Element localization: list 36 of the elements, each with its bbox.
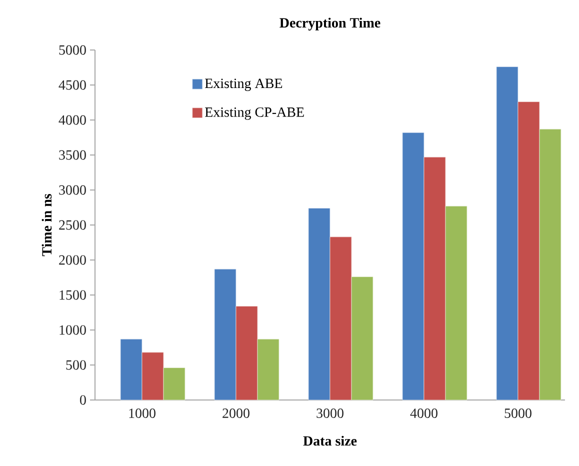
- bar: [236, 306, 258, 400]
- bar: [214, 268, 236, 400]
- x-tick-label: 3000: [316, 408, 344, 418]
- y-tick-label: 5000: [59, 45, 86, 55]
- y-tick-label: 4000: [58, 115, 86, 125]
- y-tick-label: 2500: [59, 220, 86, 230]
- x-tick-label: 4000: [410, 408, 438, 418]
- bar: [257, 338, 280, 400]
- bar: [402, 132, 424, 400]
- x-tick-label: 5000: [504, 408, 532, 418]
- bar: [496, 66, 518, 400]
- x-tick-label: 2000: [222, 408, 250, 418]
- chart-title: Decryption Time: [280, 18, 380, 30]
- bar: [539, 128, 562, 400]
- bar: [518, 102, 540, 400]
- bar: [424, 156, 446, 400]
- bar: [163, 368, 186, 400]
- y-tick-label: 4500: [58, 80, 86, 90]
- legend-label: Existing CP-ABE: [205, 107, 304, 120]
- bar: [120, 338, 142, 400]
- y-tick-label: 1500: [60, 290, 86, 300]
- x-tick-label: 1000: [129, 408, 156, 418]
- y-tick-label: 3500: [59, 150, 86, 160]
- bar: [445, 206, 468, 400]
- bar: [351, 276, 374, 400]
- y-axis-title: Time in ns: [42, 194, 52, 256]
- bar: [330, 236, 352, 400]
- y-tick-label: 3000: [59, 185, 86, 195]
- y-tick-label: 1000: [60, 325, 86, 335]
- x-axis-title: Data size: [303, 436, 357, 446]
- y-tick-label: 2000: [59, 255, 86, 265]
- y-tick-label: 0: [80, 395, 86, 405]
- bar: [308, 208, 330, 400]
- legend-label: Existing ABE: [205, 78, 282, 91]
- y-tick-label: 500: [66, 360, 86, 370]
- bar: [142, 352, 164, 400]
